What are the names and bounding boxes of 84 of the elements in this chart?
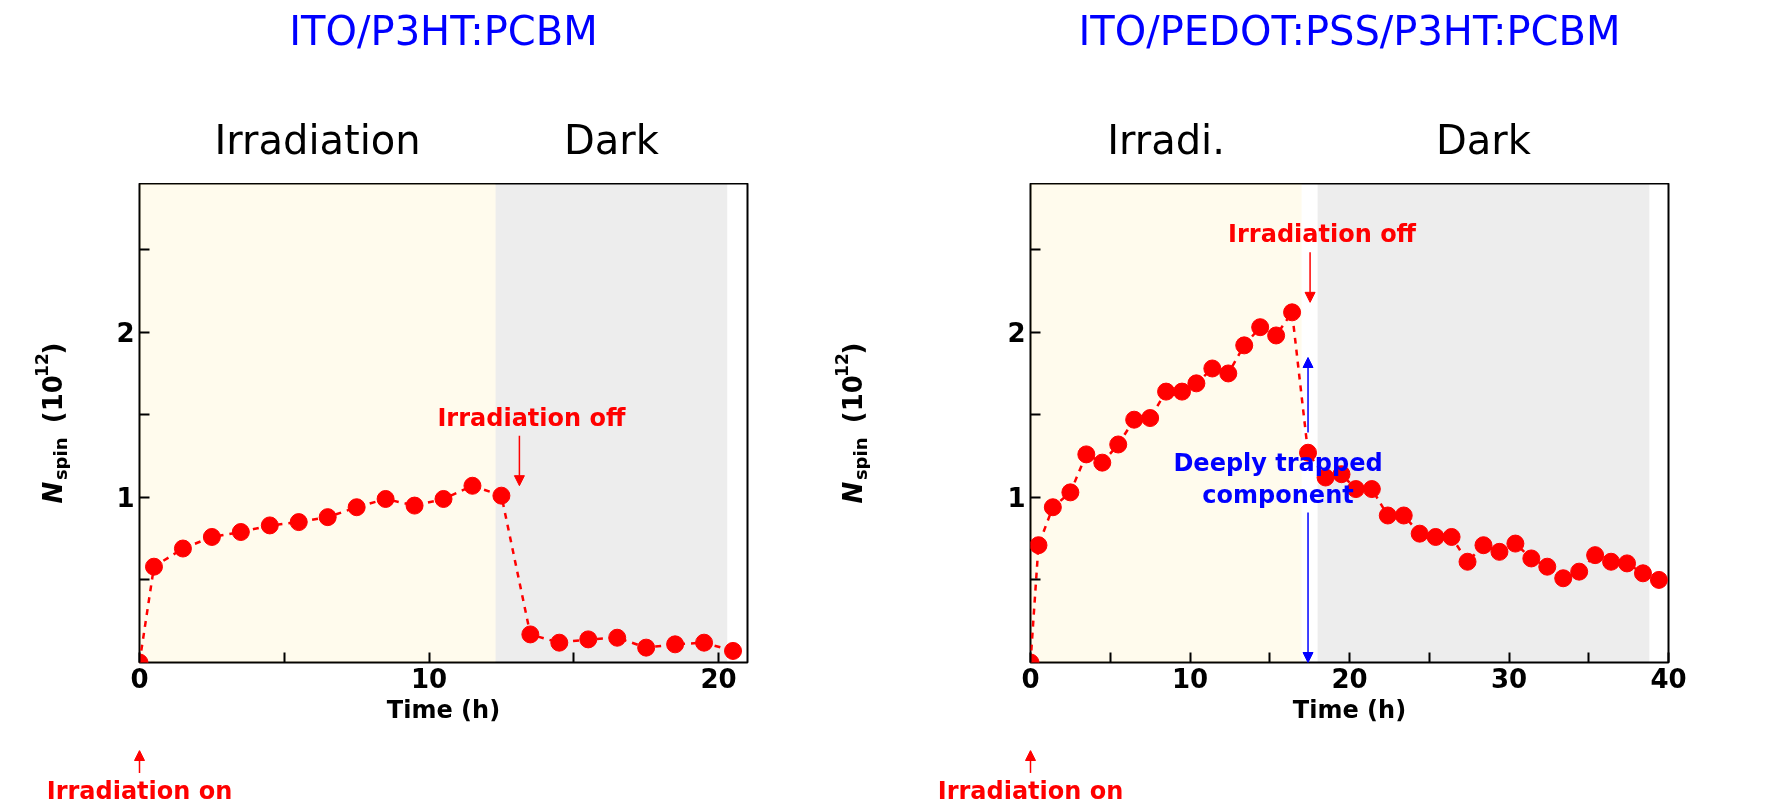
text: Irradiation on [46, 776, 233, 805]
point [1251, 318, 1270, 337]
band-label: Irradi. [1107, 116, 1225, 163]
point [463, 476, 482, 495]
point [318, 508, 337, 527]
point [1362, 480, 1381, 499]
point [1490, 542, 1509, 561]
annotation: Irradiation off [1228, 220, 1417, 249]
chart-title: ITO/PEDOT:PSS/P3HT:PCBM [1078, 7, 1621, 54]
point [1141, 409, 1160, 428]
point [492, 486, 511, 505]
point [1203, 359, 1222, 378]
point [1125, 410, 1144, 429]
point [695, 633, 714, 652]
point [1649, 570, 1668, 589]
point [1061, 483, 1080, 502]
point [231, 523, 250, 541]
x-tick-label: 0 [1021, 663, 1040, 694]
point [1570, 562, 1589, 581]
x-tick-label: 10 [410, 663, 448, 694]
x-tick-label: 30 [1490, 663, 1528, 694]
annotation: Irradiation off [437, 403, 626, 432]
point [1394, 506, 1413, 525]
point [1378, 506, 1397, 525]
point [1410, 524, 1429, 543]
point [579, 630, 598, 649]
point [724, 641, 743, 660]
y-tick-label: 2 [116, 318, 135, 349]
point [1618, 554, 1637, 573]
band-label: Dark [1436, 116, 1532, 163]
point [1538, 557, 1557, 576]
point [666, 635, 685, 654]
point [173, 539, 192, 558]
y-tick-label: 1 [116, 483, 135, 514]
point [1030, 536, 1048, 555]
point [1093, 453, 1112, 472]
point [202, 527, 221, 546]
annotation: Deeply trapped component [1173, 448, 1383, 509]
point [608, 628, 627, 647]
x-axis-title: Time (h) [1292, 695, 1407, 724]
point [289, 513, 308, 532]
point [405, 496, 424, 515]
y-tick-label: 1 [1007, 483, 1026, 514]
point [1267, 326, 1286, 345]
band-label: Dark [563, 116, 660, 163]
point [1458, 552, 1477, 571]
point [1586, 546, 1605, 565]
point [1426, 527, 1445, 546]
x-tick-label: 20 [700, 663, 737, 694]
point [1109, 435, 1128, 454]
y-axis-title: Nspin (1012) [32, 342, 71, 504]
point [1442, 527, 1461, 546]
point [1283, 303, 1302, 322]
point [347, 498, 366, 517]
text: Irradiation on [937, 776, 1124, 805]
y-axis-title: Nspin (1012) [832, 342, 871, 504]
point [1554, 569, 1573, 588]
point [1077, 445, 1096, 464]
point [1235, 336, 1254, 355]
x-axis-title: Time (h) [386, 695, 501, 724]
point [521, 625, 540, 644]
point [1602, 552, 1621, 571]
x-tick-label: 0 [130, 663, 149, 694]
x-tick-label: 40 [1650, 663, 1687, 694]
point [1522, 549, 1541, 568]
x-tick-label: 10 [1171, 663, 1209, 694]
point [550, 633, 569, 652]
y-tick-label: 2 [1007, 318, 1026, 349]
point [434, 490, 453, 508]
point [637, 638, 656, 657]
point [1157, 382, 1176, 401]
point [1506, 534, 1525, 553]
band-label: Irradiation [214, 116, 421, 163]
x-tick-label: 20 [1331, 663, 1368, 694]
point [144, 557, 163, 576]
point [260, 516, 279, 535]
point [1187, 374, 1206, 393]
point [376, 490, 395, 508]
chart-title: ITO/P3HT:PCBM [289, 7, 598, 54]
point [1633, 564, 1652, 583]
point [1043, 498, 1062, 517]
point [1219, 364, 1238, 383]
point [1474, 536, 1493, 555]
point [1173, 382, 1192, 401]
